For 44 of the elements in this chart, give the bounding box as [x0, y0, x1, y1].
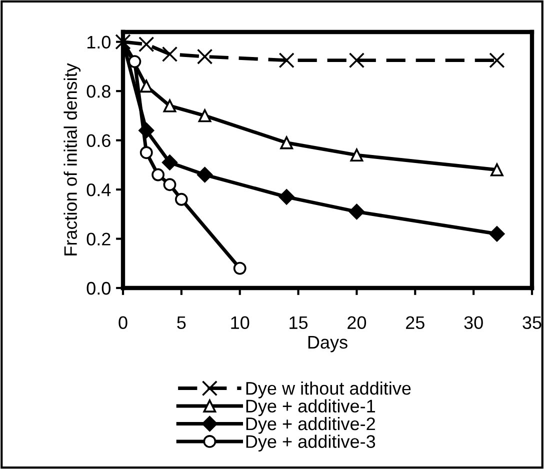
point: [489, 226, 505, 242]
point: [348, 52, 365, 68]
y-tick-label: 0.8: [86, 85, 110, 98]
x-axis-title: Days: [308, 336, 348, 352]
y-tick-label: 0.6: [86, 134, 110, 148]
point: [115, 34, 131, 50]
x-tick-label: 10: [231, 316, 250, 330]
point: [138, 36, 154, 52]
point: [140, 80, 153, 93]
point: [348, 204, 364, 220]
point: [280, 136, 294, 150]
point: [128, 55, 142, 68]
x-tick-label: 35: [522, 316, 542, 330]
y-tick-label: 0.0: [86, 282, 110, 295]
point: [278, 189, 294, 205]
legend-label: Dye + additive-2: [246, 416, 375, 434]
point: [140, 146, 153, 160]
x-tick-label: 5: [177, 316, 186, 330]
point: [162, 154, 178, 170]
x-tick-label: 30: [464, 316, 483, 330]
point: [163, 99, 176, 112]
point: [278, 52, 294, 68]
y-tick-label: 1.0: [87, 36, 110, 49]
x-tick-label: 0: [118, 316, 128, 330]
point: [162, 46, 178, 62]
point: [174, 192, 188, 206]
point: [198, 109, 212, 122]
y-tick-label: 0.2: [86, 232, 110, 246]
point: [196, 48, 213, 64]
point: [197, 166, 213, 183]
point: [490, 163, 504, 176]
legend-label: Dye + additive-3: [246, 434, 376, 452]
x-tick-label: 15: [290, 316, 308, 330]
legend-label: Dye + additive-1: [246, 399, 375, 416]
y-axis-title: Fraction of initial density: [64, 63, 81, 256]
x-tick-label: 25: [406, 316, 424, 330]
x-tick-label: 20: [348, 316, 366, 330]
point: [489, 52, 505, 68]
point: [350, 148, 364, 162]
point: [233, 262, 246, 275]
y-tick-label: 0.4: [86, 183, 111, 196]
point: [152, 168, 165, 182]
legend-label: Dye w ithout additive: [246, 382, 411, 398]
point: [163, 178, 176, 192]
